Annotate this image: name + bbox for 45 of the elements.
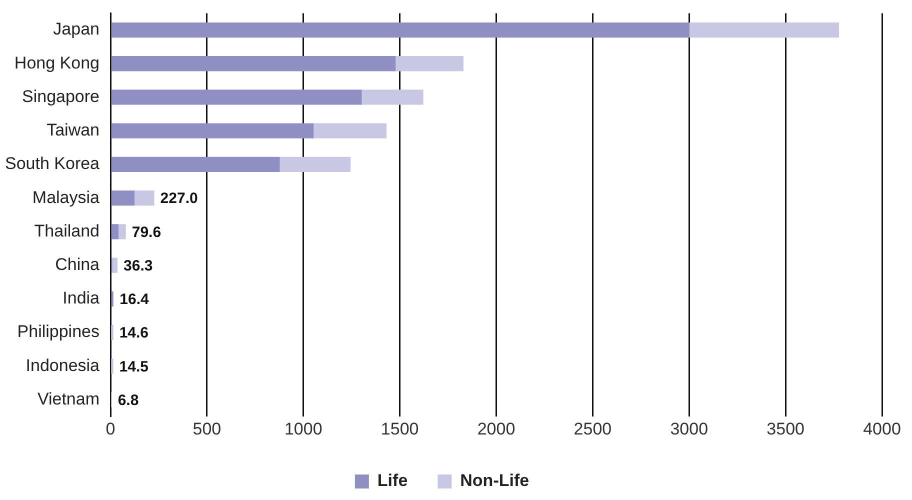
y-tick-label: Indonesia <box>26 356 100 375</box>
x-tick-label: 1000 <box>284 419 322 438</box>
x-tick-label: 1500 <box>380 419 419 438</box>
total-label: 36.3 <box>124 257 153 274</box>
y-tick-label: Singapore <box>22 86 100 106</box>
bar <box>111 156 280 172</box>
total-label: 16.4 <box>120 291 150 308</box>
legend-label: Life <box>377 471 408 490</box>
bar <box>111 22 690 38</box>
bar <box>111 90 362 105</box>
y-tick-label: South Korea <box>4 154 100 174</box>
total-label: 6.8 <box>118 392 139 409</box>
y-tick-label: India <box>62 288 100 308</box>
bar <box>111 190 135 206</box>
y-tick-label: Malaysia <box>32 188 100 207</box>
x-tick-label: 2500 <box>574 419 612 438</box>
y-tick-label: Hong Kong <box>14 53 100 72</box>
bar <box>280 156 351 172</box>
x-tick-label: 3500 <box>766 419 804 438</box>
bar <box>362 90 424 105</box>
bar <box>112 258 118 273</box>
legend-label: Non-Life <box>460 471 530 490</box>
bar <box>689 22 839 38</box>
total-label: 14.6 <box>119 324 149 342</box>
x-tick-label: 3000 <box>670 419 708 438</box>
total-label: 79.6 <box>132 224 162 241</box>
y-tick-label: Thailand <box>34 221 100 240</box>
total-label: 227.0 <box>160 190 198 208</box>
y-tick-label: Taiwan <box>46 120 100 140</box>
x-tick-label: 500 <box>192 419 222 438</box>
x-tick-label: 0 <box>106 419 116 438</box>
y-tick-label: China <box>55 255 100 274</box>
y-tick-label: Philippines <box>17 322 100 342</box>
bar <box>396 56 464 72</box>
bar <box>111 56 396 72</box>
bar <box>111 123 314 138</box>
bar <box>134 190 154 206</box>
y-tick-label: Japan <box>53 20 100 39</box>
x-tick-label: 2000 <box>477 419 516 438</box>
bar <box>314 123 387 138</box>
total-label: 14.5 <box>119 358 149 376</box>
x-tick-label: 4000 <box>863 419 901 438</box>
bar <box>118 224 126 240</box>
y-tick-label: Vietnam <box>37 389 100 408</box>
bar <box>111 224 119 240</box>
